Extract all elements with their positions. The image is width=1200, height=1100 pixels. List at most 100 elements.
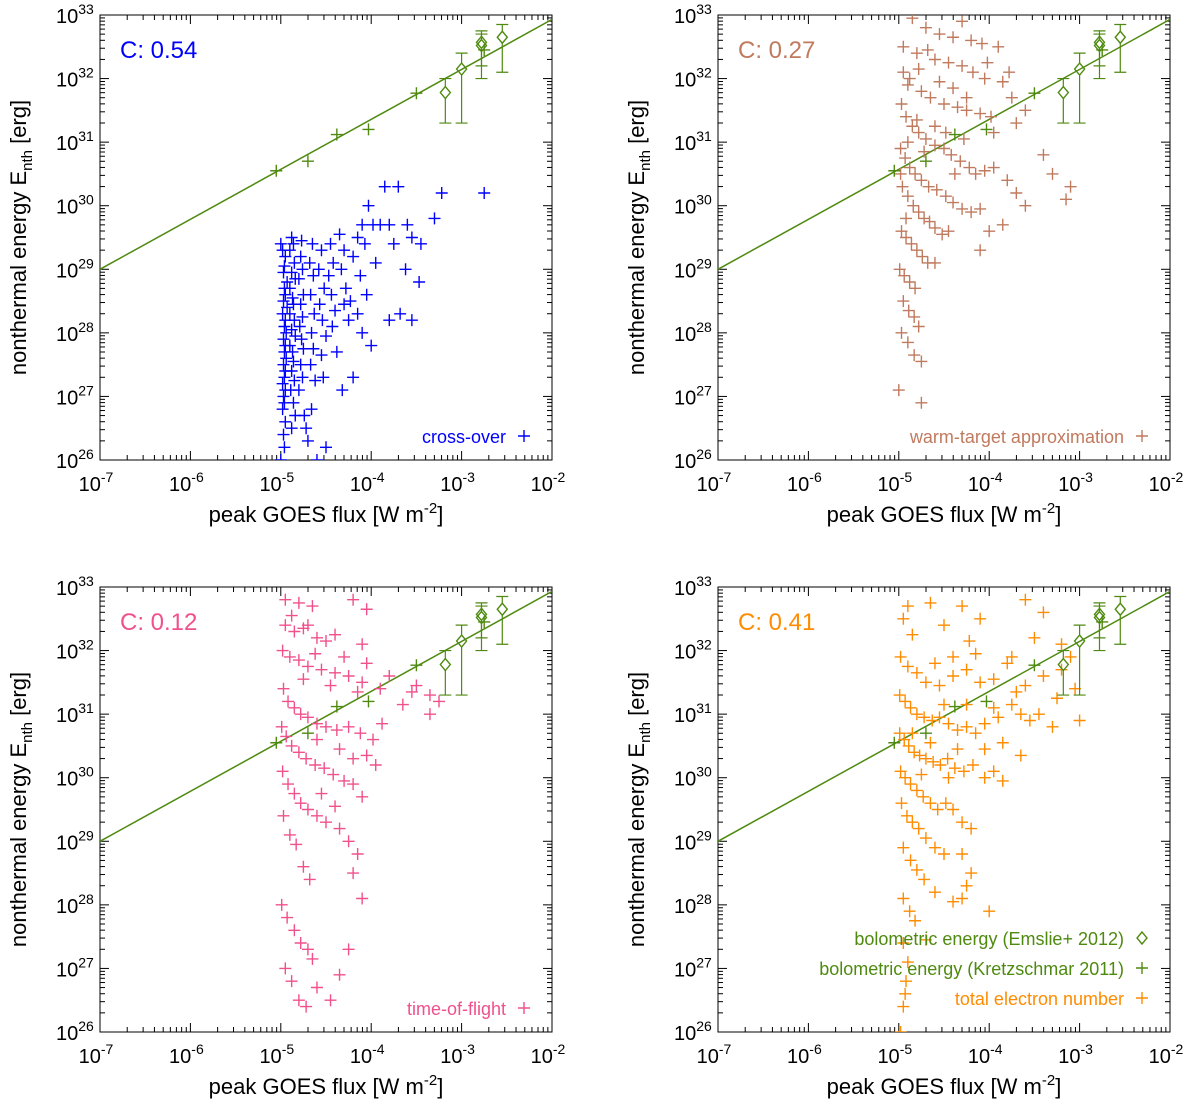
data-point: [333, 743, 346, 756]
data-point: [329, 304, 342, 317]
data-point: [317, 371, 330, 384]
y-axis-label: nonthermal energy Enth [erg]: [6, 672, 36, 947]
data-point: [897, 841, 910, 854]
data-point: [922, 180, 935, 193]
data-point: [320, 635, 332, 648]
data-point: [276, 377, 289, 390]
data-point: [933, 28, 946, 41]
data-point: [294, 708, 307, 721]
data-point: [898, 733, 911, 746]
data-point: [338, 298, 351, 311]
fit-line: [100, 18, 552, 270]
data-point: [315, 787, 328, 800]
emslie-point: [439, 85, 452, 100]
data-point: [278, 260, 291, 273]
data-point: [387, 237, 400, 250]
data-point: [335, 263, 348, 276]
data-point: [933, 75, 946, 88]
data-point: [960, 663, 973, 676]
data-point: [901, 136, 914, 149]
data-point: [942, 717, 955, 730]
x-tick-label: 10-2: [1149, 469, 1184, 496]
data-point: [919, 752, 932, 765]
data-point: [965, 822, 978, 835]
data-point: [904, 778, 917, 791]
emslie-point: [496, 602, 509, 617]
data-layer: [100, 18, 552, 460]
data-point: [1010, 117, 1023, 130]
data-point: [283, 244, 296, 257]
x-tick-label: 10-3: [440, 469, 475, 496]
data-point: [301, 803, 314, 816]
data-point: [903, 276, 916, 288]
data-point: [313, 298, 326, 311]
data-point: [939, 190, 952, 203]
y-tick-label: 1026: [674, 446, 712, 473]
data-point: [983, 905, 996, 918]
data-point: [342, 835, 355, 848]
data-point: [283, 307, 296, 320]
data-point: [960, 879, 973, 892]
kretzschmar-point: [270, 736, 283, 749]
data-point: [303, 256, 316, 269]
data-point: [383, 670, 396, 682]
plot-frame: [717, 586, 1171, 1033]
data-point: [1046, 167, 1059, 180]
data-point: [934, 759, 947, 771]
data-point: [338, 650, 351, 663]
data-point: [928, 139, 941, 152]
data-point: [293, 320, 306, 333]
data-point: [281, 301, 294, 314]
data-point: [956, 848, 969, 860]
data-point: [342, 670, 355, 682]
data-point: [338, 774, 351, 787]
data-point: [1010, 187, 1023, 199]
data-point: [987, 701, 1000, 714]
data-point: [292, 654, 305, 667]
data-point: [965, 34, 978, 47]
data-point: [983, 225, 996, 238]
x-tick-label: 10-4: [350, 1041, 385, 1068]
data-point: [306, 237, 319, 250]
data-point: [277, 358, 290, 371]
data-point: [978, 72, 991, 85]
data-point: [969, 167, 982, 180]
correlation-label: C: 0.12: [120, 609, 197, 636]
data-point: [333, 228, 346, 241]
data-point: [433, 695, 445, 708]
kretzschmar-point: [919, 727, 932, 740]
emslie-point: [475, 607, 488, 622]
data-point: [900, 212, 913, 225]
data-point: [960, 720, 973, 733]
data-point: [324, 994, 337, 1007]
data-point: [894, 167, 907, 180]
data-point: [423, 689, 436, 702]
data-point: [405, 685, 418, 698]
y-tick-label: 1030: [674, 192, 712, 219]
emslie-error-bar: [455, 52, 468, 124]
data-point: [292, 596, 305, 609]
data-point: [274, 454, 287, 460]
data-point: [915, 85, 928, 98]
data-point: [897, 66, 910, 79]
data-point: [301, 943, 314, 956]
data-point: [912, 63, 925, 76]
data-point: [900, 975, 913, 988]
data-point: [356, 892, 369, 905]
data-point: [280, 730, 293, 743]
data-point: [1064, 650, 1077, 663]
data-point: [295, 234, 308, 247]
data-point: [947, 82, 960, 95]
data-point: [295, 333, 308, 346]
kretzschmar-point: [888, 736, 901, 749]
data-point: [996, 736, 1009, 749]
emslie-error-bar: [1093, 33, 1106, 67]
data-point: [924, 797, 937, 810]
data-point: [901, 956, 914, 969]
plot-frame: [99, 586, 553, 1033]
data-point: [333, 822, 346, 835]
data-point: [1019, 199, 1032, 212]
data-point: [322, 269, 335, 282]
data-point: [933, 711, 946, 724]
x-tick-label: 10-6: [787, 1041, 822, 1068]
